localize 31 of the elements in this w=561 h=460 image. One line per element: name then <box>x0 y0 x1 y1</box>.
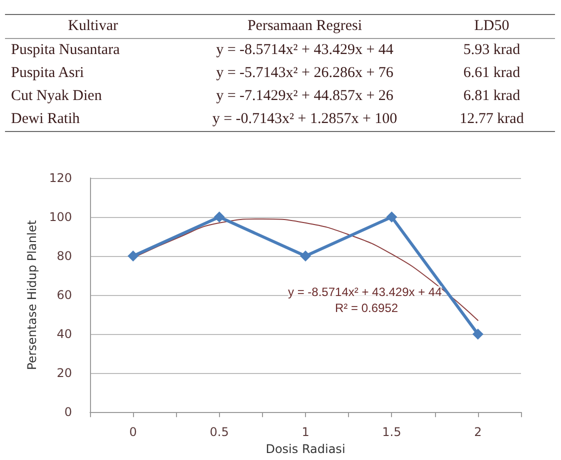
text: Puspita Asri <box>10 64 85 83</box>
text: 6.81 krad <box>462 87 522 106</box>
y-tick-label: 100 <box>49 210 72 224</box>
text: Kultivar <box>5 15 181 38</box>
text: Puspita Nusantara <box>10 41 121 60</box>
y-tick-label: 40 <box>56 327 72 342</box>
text: y = -7.1429x² + 44.857x + 26 <box>215 87 394 106</box>
x-tick-label: 1 <box>302 425 310 440</box>
y-tick-label: 80 <box>56 249 72 264</box>
x-tick-label: 0 <box>129 425 137 440</box>
text: Dewi Ratih <box>10 110 81 129</box>
y-tick-label: 20 <box>56 366 72 380</box>
y-tick-label: 120 <box>49 171 72 185</box>
x-tick-label: 1.5 <box>382 425 402 440</box>
annotation: R² = 0.6952 <box>335 301 398 315</box>
x-tick-label: 0.5 <box>210 425 229 440</box>
y-tick-label: 60 <box>56 288 72 302</box>
text: 5.93 krad <box>462 41 522 60</box>
text: 12.77 krad <box>458 110 525 129</box>
text: Persamaan Regresi <box>181 15 428 38</box>
text: LD50 <box>428 15 555 38</box>
annotation: y = -8.5714x² + 43.429x + 44 <box>288 285 442 299</box>
text: y = -0.7143x² + 1.2857x + 100 <box>211 110 398 129</box>
y-tick-label: 0 <box>64 405 72 420</box>
x-tick-label: 2 <box>474 425 482 440</box>
x-axis-title: Dosis Radiasi <box>266 442 346 456</box>
text: 6.61 krad <box>462 64 522 83</box>
text: Cut Nyak Dien <box>10 87 103 106</box>
text: y = -8.5714x² + 43.429x + 44 <box>215 41 394 60</box>
text: y = -5.7143x² + 26.286x + 76 <box>215 64 394 83</box>
y-axis-title: Persentase Hidup Planlet <box>25 220 40 370</box>
